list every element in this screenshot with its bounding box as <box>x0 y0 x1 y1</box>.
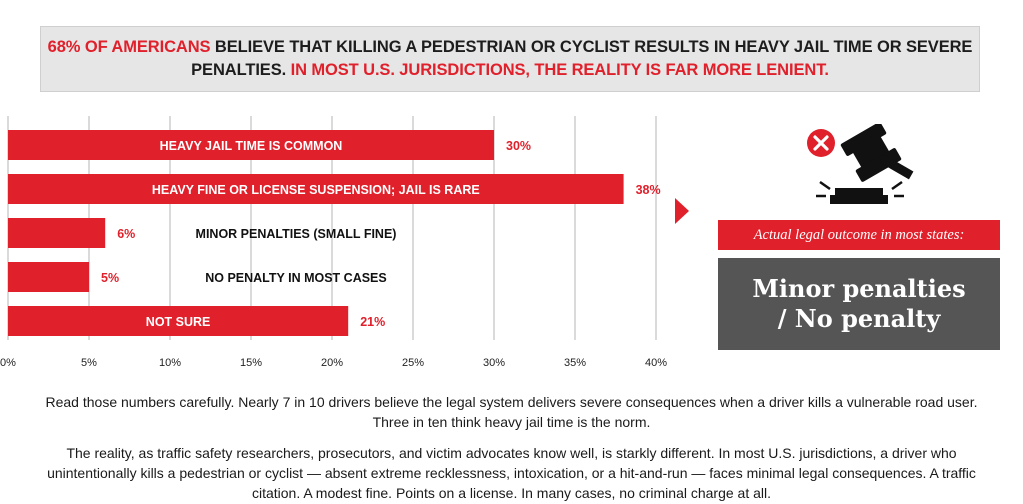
gavel-illustration <box>804 122 914 210</box>
category-label: NOT SURE <box>146 315 211 329</box>
chart-x-axis: 0% 5% 10% 15% 20% 25% 30% 35% 40% <box>0 357 667 369</box>
outcome-line-1: Minor penalties <box>752 274 966 303</box>
bar-4 <box>8 262 89 292</box>
x-tick-label: 5% <box>81 357 97 369</box>
value-label: 5% <box>101 271 119 285</box>
value-label: 21% <box>360 315 385 329</box>
outcome-caption: Actual legal outcome in most states: <box>718 220 1000 250</box>
value-label: 38% <box>636 183 661 197</box>
headline-belief: BELIEVE THAT KILLING A PEDESTRIAN OR CYC… <box>191 38 973 79</box>
x-tick-label: 0% <box>0 357 16 369</box>
bar-1 <box>8 130 494 160</box>
headline-reality: IN MOST U.S. JURISDICTIONS, THE REALITY … <box>286 61 829 79</box>
headline-text: 68% OF AMERICANS BELIEVE THAT KILLING A … <box>41 36 979 82</box>
body-paragraph-1: Read those numbers carefully. Nearly 7 i… <box>45 394 978 430</box>
outcome-line-2: / No penalty <box>777 304 941 333</box>
outcome-result: Minor penalties / No penalty <box>718 258 1000 350</box>
body-paragraph-2: The reality, as traffic safety researche… <box>47 445 976 501</box>
pointer-arrow-icon <box>675 198 689 224</box>
x-tick-label: 30% <box>483 357 505 369</box>
chart-bars: HEAVY JAIL TIME IS COMMON 30% HEAVY FINE O… <box>8 130 661 336</box>
x-tick-label: 15% <box>240 357 262 369</box>
x-tick-label: 10% <box>159 357 181 369</box>
gavel-icon <box>816 122 914 204</box>
headline-highlight: 68% OF AMERICANS <box>47 38 211 56</box>
bar-2 <box>8 174 624 204</box>
x-tick-label: 20% <box>321 357 343 369</box>
category-label: HEAVY FINE OR LICENSE SUSPENSION; JAIL I… <box>152 183 480 197</box>
bar-5 <box>8 306 349 336</box>
x-tick-label: 25% <box>402 357 424 369</box>
headline-banner: 68% OF AMERICANS BELIEVE THAT KILLING A … <box>40 26 980 92</box>
x-circle-icon <box>807 129 835 157</box>
x-tick-label: 35% <box>564 357 586 369</box>
value-label: 30% <box>506 139 531 153</box>
value-label: 6% <box>117 227 135 241</box>
category-label: HEAVY JAIL TIME IS COMMON <box>160 139 343 153</box>
x-tick-label: 40% <box>645 357 667 369</box>
category-label: NO PENALTY IN MOST CASES <box>205 271 387 285</box>
perception-bar-chart: HEAVY JAIL TIME IS COMMON 30% HEAVY FINE O… <box>0 116 667 369</box>
category-label: MINOR PENALTIES (SMALL FINE) <box>196 227 397 241</box>
bar-3 <box>8 218 106 248</box>
